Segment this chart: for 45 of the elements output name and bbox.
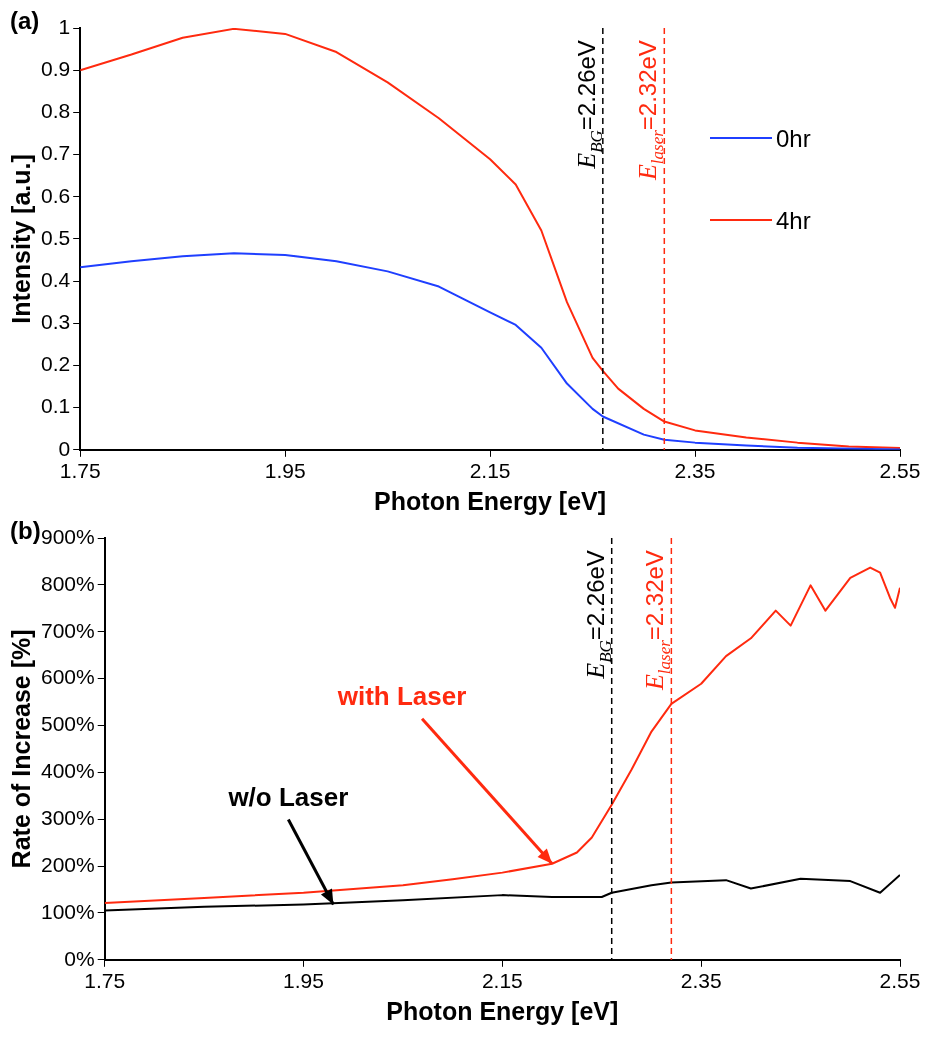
y-tick-label: 0.6 [40, 183, 71, 207]
x-tick-label: 1.95 [283, 969, 324, 993]
y-axis-title: Rate of Increase [%] [6, 629, 35, 869]
annotation: w/o Laser [227, 781, 349, 812]
y-tick-label: 300% [40, 806, 95, 829]
y-tick-label: 0.4 [40, 267, 71, 291]
x-tick-label: 2.15 [481, 969, 523, 993]
y-tick-label: 0 [58, 436, 71, 460]
x-tick-label: 2.55 [879, 459, 921, 483]
chart-title: (b) [10, 516, 41, 544]
x-axis-title: Photon Energy [eV] [374, 486, 607, 515]
x-tick-label: 1.95 [264, 459, 306, 483]
y-tick-label: 0.2 [40, 352, 71, 376]
y-tick-label: 900% [40, 524, 95, 548]
y-tick-label: 400% [40, 759, 95, 783]
y-tick-label: 800% [40, 571, 95, 595]
x-tick-label: 2.35 [674, 459, 716, 483]
y-tick-label: 0% [64, 946, 95, 970]
x-tick-label: 1.75 [59, 459, 101, 483]
x-tick-label: 2.15 [469, 459, 511, 483]
y-tick-label: 0.7 [40, 141, 71, 165]
ref-line-label: Elaser=2.32eV [633, 40, 668, 182]
legend-label: 4hr [776, 206, 811, 234]
y-tick-label: 700% [40, 618, 95, 642]
y-tick-label: 600% [40, 665, 95, 689]
chart-title: (a) [10, 6, 40, 34]
legend-label: 0hr [776, 124, 811, 152]
y-tick-label: 0.8 [40, 99, 71, 123]
x-tick-label: 1.75 [84, 969, 126, 993]
y-tick-label: 1 [58, 14, 71, 38]
y-tick-label: 0.3 [40, 310, 71, 334]
annotation: with Laser [336, 680, 467, 711]
y-tick-label: 0.1 [40, 394, 71, 418]
y-tick-label: 0.5 [40, 225, 71, 249]
y-tick-label: 0.9 [40, 56, 71, 80]
y-tick-label: 200% [40, 852, 95, 876]
x-tick-label: 2.55 [879, 969, 921, 993]
ref-line-label: Elaser=2.32eV [640, 550, 675, 692]
y-axis-title: Intensity [a.u.] [6, 154, 35, 324]
ref-line-label: EBG=2.26eV [580, 550, 615, 680]
x-tick-label: 2.35 [680, 969, 722, 993]
x-axis-title: Photon Energy [eV] [386, 996, 619, 1025]
y-tick-label: 500% [40, 712, 95, 736]
ref-line-label: EBG=2.26eV [571, 40, 606, 170]
y-tick-label: 100% [40, 899, 95, 923]
